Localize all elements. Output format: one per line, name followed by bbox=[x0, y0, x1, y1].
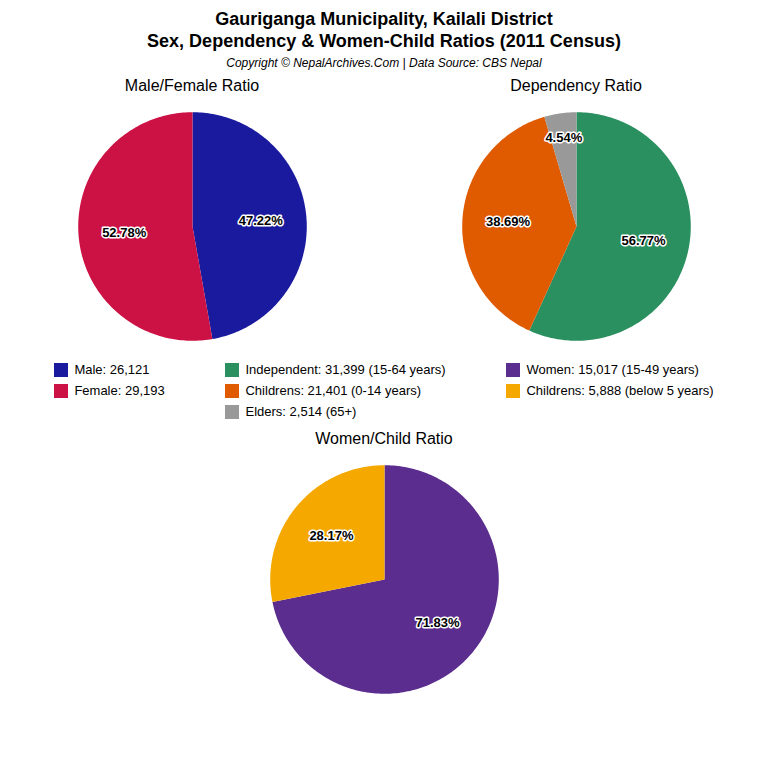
html-text:Gauriganga Municipality, Kaila: Gauriganga Municipality, Kailali Distric… bbox=[215, 9, 553, 29]
html-text:Independent: 31,399 (15-64 yea: Independent: 31,399 (15-64 years) bbox=[245, 362, 446, 377]
svg-text:28.17%: 28.17% bbox=[309, 528, 354, 543]
html-text:Childrens: 5,888 (below 5 year: Childrens: 5,888 (below 5 years) bbox=[526, 383, 714, 398]
html-text:Female: 29,193: Female: 29,193 bbox=[74, 383, 165, 398]
html-text:Male/Female Ratio: Male/Female Ratio bbox=[124, 77, 260, 94]
svg-text:4.54%: 4.54% bbox=[545, 130, 582, 145]
html-text:Copyright © NepalArchives.Com: Copyright © NepalArchives.Com | Data Sou… bbox=[226, 56, 542, 70]
svg-text:47.22%: 47.22% bbox=[239, 213, 284, 228]
html-text:Women/Child Ratio: Women/Child Ratio bbox=[315, 430, 453, 447]
html-text:Dependency Ratio: Dependency Ratio bbox=[510, 77, 642, 94]
html-text:Childrens: 21,401 (0-14 years): Childrens: 21,401 (0-14 years) bbox=[245, 383, 422, 398]
html-text:Women: 15,017 (15-49 years): Women: 15,017 (15-49 years) bbox=[526, 362, 699, 377]
html-text:Sex, Dependency & Women-Child: Sex, Dependency & Women-Child Ratios (20… bbox=[147, 31, 621, 51]
svg-text:52.78%: 52.78% bbox=[102, 225, 147, 240]
svg-text:71.83%: 71.83% bbox=[416, 615, 461, 630]
html-text:Elders: 2,514 (65+): Elders: 2,514 (65+) bbox=[245, 404, 357, 419]
svg-text:38.69%: 38.69% bbox=[486, 214, 531, 229]
html-text:Male: 26,121: Male: 26,121 bbox=[74, 362, 150, 377]
svg-text:56.77%: 56.77% bbox=[621, 233, 666, 248]
